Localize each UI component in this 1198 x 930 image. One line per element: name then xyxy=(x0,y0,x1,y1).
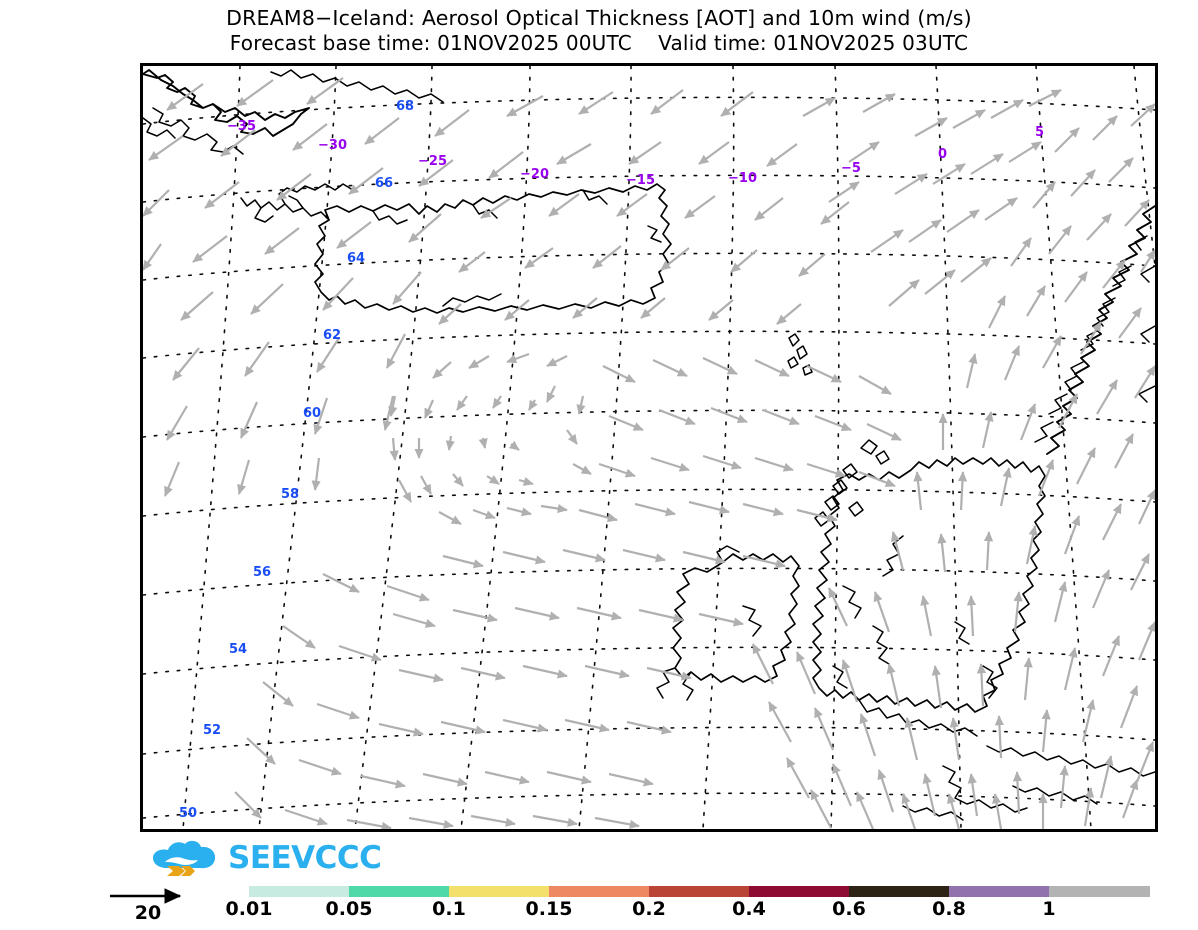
cloud-icon xyxy=(153,840,216,876)
map-canvas xyxy=(143,66,1155,829)
colorbar-tick: 1 xyxy=(1042,898,1056,920)
page-title: DREAM8−Iceland: Aerosol Optical Thicknes… xyxy=(226,6,972,30)
colorbar-tick: 0.1 xyxy=(432,898,466,920)
colorbar-tick: 0.2 xyxy=(632,898,666,920)
colorbar-tick: 0.6 xyxy=(832,898,866,920)
colorbar-tick: 0.01 xyxy=(225,898,273,920)
map-plot-area[interactable]: −35 −30 −25 −20 −15 −10 −5 0 5 68 66 64 … xyxy=(140,63,1158,832)
wind-reference-label: 20 xyxy=(134,902,162,924)
colorbar-segment xyxy=(249,886,349,897)
colorbar-segment xyxy=(849,886,949,897)
logo-text: SEEVCCC xyxy=(228,839,382,876)
colorbar-tick: 0.15 xyxy=(525,898,573,920)
wind-reference-vector: 20 xyxy=(108,886,220,924)
chart-title-block: DREAM8−Iceland: Aerosol Optical Thicknes… xyxy=(0,6,1198,55)
seevccc-logo: SEEVCCC xyxy=(148,838,382,878)
colorbar-tick: 0.05 xyxy=(325,898,373,920)
colorbar-segment xyxy=(1049,886,1150,897)
colorbar-segment xyxy=(949,886,1049,897)
colorbar-tick: 0.4 xyxy=(732,898,766,920)
aot-colorbar[interactable] xyxy=(249,886,1150,897)
wind-reference-arrow-icon xyxy=(110,888,182,904)
colorbar-segment xyxy=(349,886,449,897)
colorbar-tick: 0.8 xyxy=(932,898,966,920)
colorbar-segment xyxy=(749,886,849,897)
forecast-time-subtitle: Forecast base time: 01NOV2025 00UTC Vali… xyxy=(229,31,969,55)
colorbar-segment xyxy=(449,886,549,897)
colorbar-segment xyxy=(549,886,649,897)
colorbar-segment xyxy=(649,886,749,897)
